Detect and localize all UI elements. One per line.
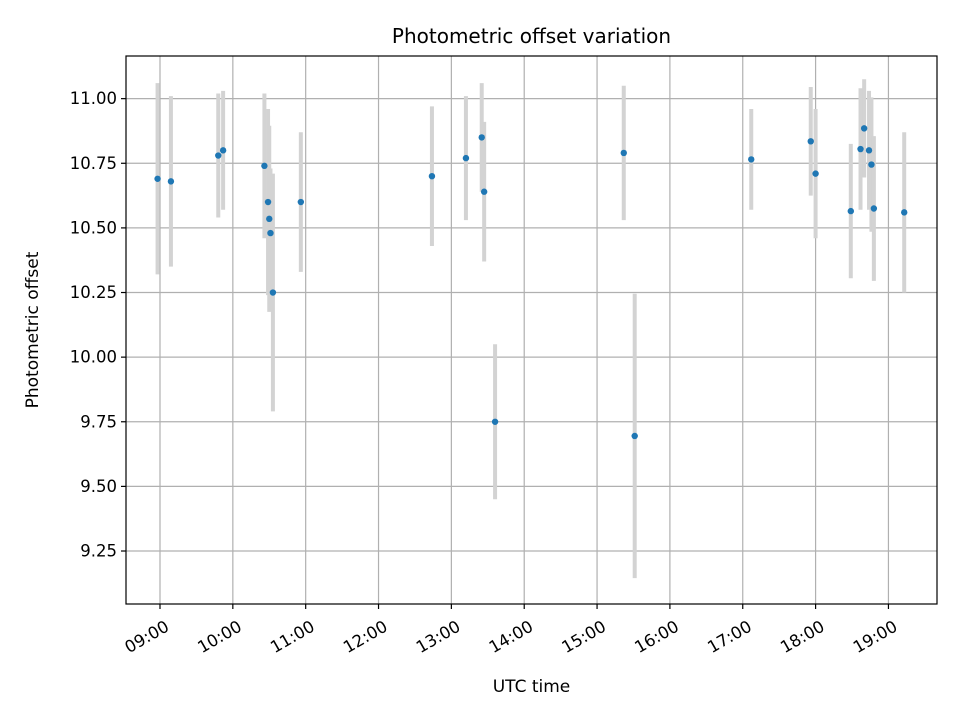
data-point — [847, 207, 855, 215]
y-tick-label: 10.25 — [70, 283, 117, 302]
y-tick-label: 10.00 — [70, 348, 117, 367]
data-point — [267, 229, 274, 237]
data-point — [478, 134, 485, 141]
data-point — [748, 156, 755, 163]
data-point — [870, 205, 878, 212]
grid-layer — [126, 56, 937, 604]
data-point — [266, 215, 273, 223]
data-point — [215, 152, 222, 159]
data-point — [620, 149, 627, 157]
y-tick-label: 10.75 — [70, 154, 117, 173]
data-point — [807, 138, 814, 145]
data-point — [860, 125, 868, 132]
data-point — [812, 170, 819, 177]
data-point — [857, 145, 864, 153]
data-point — [297, 198, 305, 206]
chart-title: Photometric offset variation — [392, 24, 671, 48]
y-tick-label: 9.25 — [80, 542, 117, 561]
data-point — [261, 162, 268, 170]
data-point — [269, 289, 277, 296]
y-tick-label: 10.50 — [70, 218, 117, 237]
data-point — [428, 172, 436, 180]
data-point — [264, 198, 272, 206]
y-tick-label: 9.75 — [80, 412, 117, 431]
y-axis-label: Photometric offset — [23, 251, 43, 408]
data-point — [167, 178, 175, 185]
data-point — [901, 209, 908, 216]
data-point — [154, 175, 161, 182]
plot-frame — [125, 55, 938, 605]
point-layer — [154, 125, 908, 440]
data-point — [868, 161, 875, 168]
data-point — [480, 188, 488, 195]
y-tick-label: 9.50 — [80, 477, 117, 496]
data-point — [219, 147, 227, 154]
data-point — [865, 147, 873, 154]
data-point — [462, 154, 470, 162]
data-point — [631, 432, 638, 440]
y-tick-label: 11.00 — [70, 89, 117, 108]
data-point — [491, 418, 499, 425]
x-axis-label: UTC time — [493, 677, 571, 697]
